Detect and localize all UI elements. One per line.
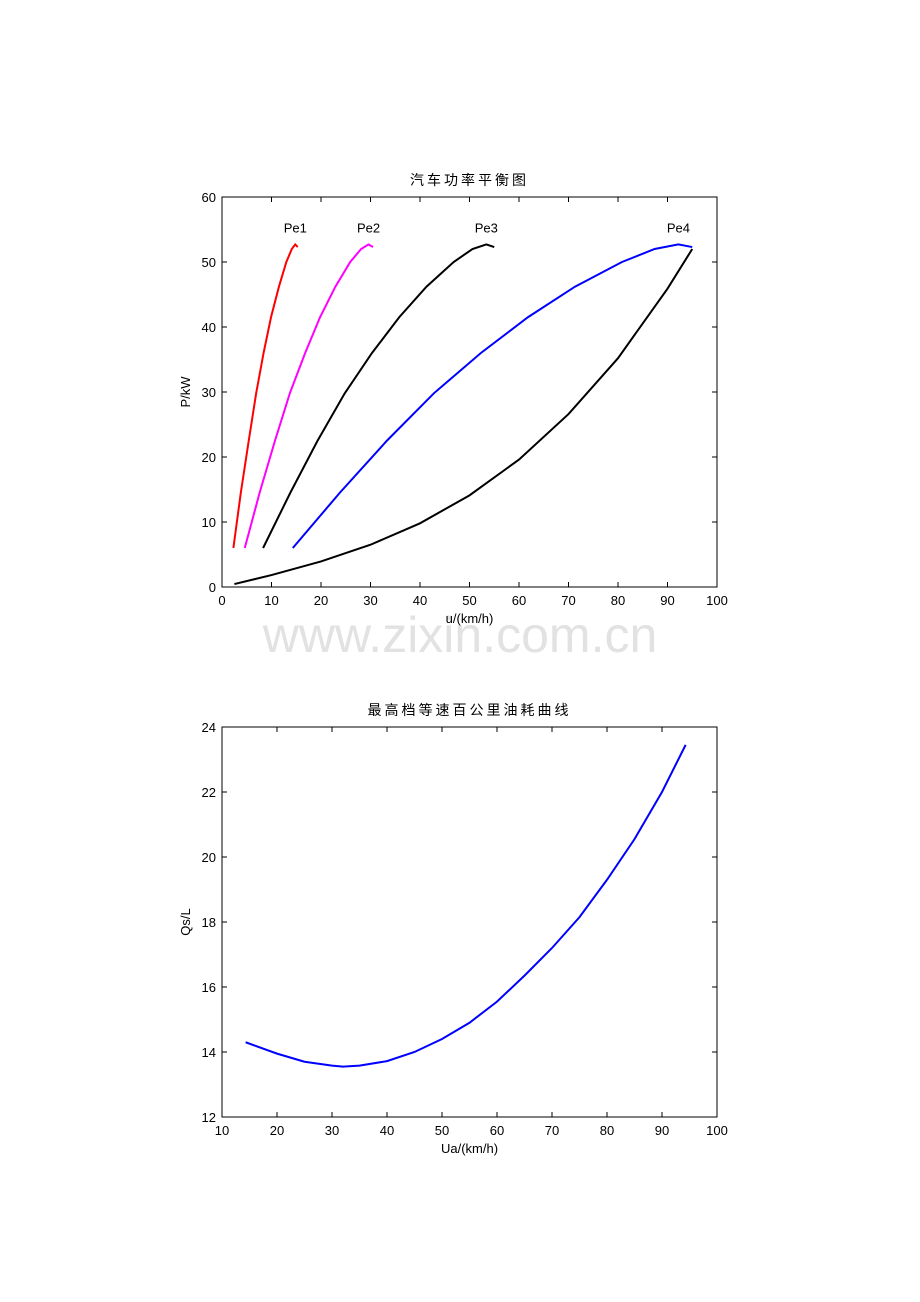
x-tick-label: 0 (218, 593, 225, 608)
chart-title: 最高档等速百公里油耗曲线 (368, 702, 572, 719)
y-tick-label: 24 (202, 720, 216, 735)
y-tick-label: 30 (202, 385, 216, 400)
x-tick-label: 30 (363, 593, 377, 608)
y-tick-label: 20 (202, 850, 216, 865)
y-tick-label: 22 (202, 785, 216, 800)
x-tick-label: 40 (413, 593, 427, 608)
x-tick-label: 20 (314, 593, 328, 608)
x-tick-label: 90 (655, 1123, 669, 1138)
y-axis-label: P/kW (178, 376, 193, 408)
x-tick-label: 90 (660, 593, 674, 608)
x-tick-label: 60 (490, 1123, 504, 1138)
y-tick-label: 0 (209, 580, 216, 595)
x-tick-label: 10 (215, 1123, 229, 1138)
chart-title: 汽车功率平衡图 (410, 172, 529, 189)
y-tick-label: 10 (202, 515, 216, 530)
data-line (245, 744, 687, 1068)
x-tick-label: 80 (611, 593, 625, 608)
data-line (292, 243, 693, 549)
y-tick-label: 40 (202, 320, 216, 335)
series-label: Pe4 (667, 220, 690, 235)
y-tick-label: 50 (202, 255, 216, 270)
x-tick-label: 50 (462, 593, 476, 608)
x-tick-label: 50 (435, 1123, 449, 1138)
x-tick-label: 80 (600, 1123, 614, 1138)
data-line (243, 243, 374, 549)
data-line (232, 242, 299, 549)
x-tick-label: 30 (325, 1123, 339, 1138)
y-tick-label: 12 (202, 1110, 216, 1125)
x-tick-label: 10 (264, 593, 278, 608)
x-tick-label: 70 (561, 593, 575, 608)
y-tick-label: 18 (202, 915, 216, 930)
y-tick-label: 60 (202, 190, 216, 205)
data-line (234, 248, 694, 586)
x-axis-label: Ua/(km/h) (441, 1141, 498, 1156)
x-tick-label: 40 (380, 1123, 394, 1138)
series-label: Pe3 (475, 220, 498, 235)
watermark: www.zixin.com.cn (262, 607, 658, 663)
plot-frame (221, 196, 718, 588)
series-label: Pe2 (357, 220, 380, 235)
x-tick-label: 100 (706, 593, 728, 608)
y-tick-label: 14 (202, 1045, 216, 1060)
plot-frame (221, 726, 718, 1118)
x-tick-label: 20 (270, 1123, 284, 1138)
data-line (262, 243, 495, 549)
x-axis-label: u/(km/h) (446, 611, 494, 626)
series-label: Pe1 (284, 220, 307, 235)
x-tick-label: 60 (512, 593, 526, 608)
y-tick-label: 20 (202, 450, 216, 465)
x-tick-label: 100 (706, 1123, 728, 1138)
y-axis-label: Qs/L (178, 908, 193, 935)
x-tick-label: 70 (545, 1123, 559, 1138)
y-tick-label: 16 (202, 980, 216, 995)
